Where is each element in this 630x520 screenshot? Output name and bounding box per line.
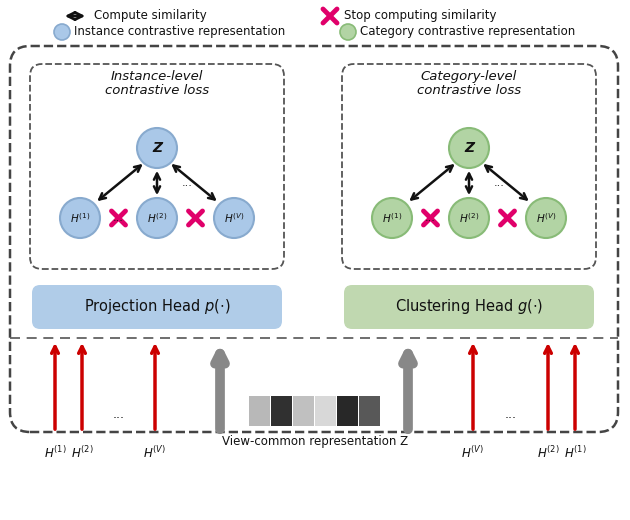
Circle shape xyxy=(137,198,177,238)
Circle shape xyxy=(340,24,356,40)
Bar xyxy=(359,396,380,426)
Text: Clustering Head $g(\cdot)$: Clustering Head $g(\cdot)$ xyxy=(395,297,543,317)
Text: $H^{(2)}$: $H^{(2)}$ xyxy=(459,211,479,225)
Text: ...: ... xyxy=(113,409,125,422)
Circle shape xyxy=(372,198,412,238)
Text: $H^{(1)}$: $H^{(1)}$ xyxy=(70,211,90,225)
Text: Instance-level: Instance-level xyxy=(111,70,203,83)
Bar xyxy=(271,396,292,426)
Text: $H^{(2)}$: $H^{(2)}$ xyxy=(147,211,167,225)
Text: $H^{(2)}$: $H^{(2)}$ xyxy=(537,445,559,461)
Text: ...: ... xyxy=(181,178,192,188)
Text: $H^{(V)}$: $H^{(V)}$ xyxy=(461,445,484,461)
Text: ...: ... xyxy=(425,213,436,223)
Circle shape xyxy=(526,198,566,238)
Text: $H^{(V)}$: $H^{(V)}$ xyxy=(224,211,244,225)
Text: Projection Head $p(\cdot)$: Projection Head $p(\cdot)$ xyxy=(84,297,230,317)
Text: Z: Z xyxy=(152,141,162,155)
Text: $H^{(1)}$: $H^{(1)}$ xyxy=(564,445,587,461)
FancyBboxPatch shape xyxy=(32,285,282,329)
Text: Stop computing similarity: Stop computing similarity xyxy=(344,9,496,22)
Bar xyxy=(337,396,358,426)
Circle shape xyxy=(60,198,100,238)
Text: ...: ... xyxy=(113,213,124,223)
Text: $H^{(V)}$: $H^{(V)}$ xyxy=(144,445,166,461)
Text: ...: ... xyxy=(493,178,505,188)
Text: $H^{(1)}$: $H^{(1)}$ xyxy=(382,211,402,225)
Text: ...: ... xyxy=(505,409,517,422)
Bar xyxy=(249,396,270,426)
Text: Compute similarity: Compute similarity xyxy=(94,9,207,22)
Text: Category contrastive representation: Category contrastive representation xyxy=(360,25,575,38)
Circle shape xyxy=(449,198,489,238)
Text: $H^{(2)}$: $H^{(2)}$ xyxy=(71,445,93,461)
Circle shape xyxy=(214,198,254,238)
Text: View-common representation Z: View-common representation Z xyxy=(222,435,408,448)
Text: Instance contrastive representation: Instance contrastive representation xyxy=(74,25,285,38)
Circle shape xyxy=(54,24,70,40)
Text: contrastive loss: contrastive loss xyxy=(417,84,521,97)
Text: Category-level: Category-level xyxy=(421,70,517,83)
Text: Z: Z xyxy=(464,141,474,155)
FancyBboxPatch shape xyxy=(344,285,594,329)
Text: contrastive loss: contrastive loss xyxy=(105,84,209,97)
Bar xyxy=(293,396,314,426)
Circle shape xyxy=(137,128,177,168)
Bar xyxy=(315,396,336,426)
Circle shape xyxy=(449,128,489,168)
Text: $H^{(V)}$: $H^{(V)}$ xyxy=(536,211,556,225)
Text: $H^{(1)}$: $H^{(1)}$ xyxy=(43,445,66,461)
